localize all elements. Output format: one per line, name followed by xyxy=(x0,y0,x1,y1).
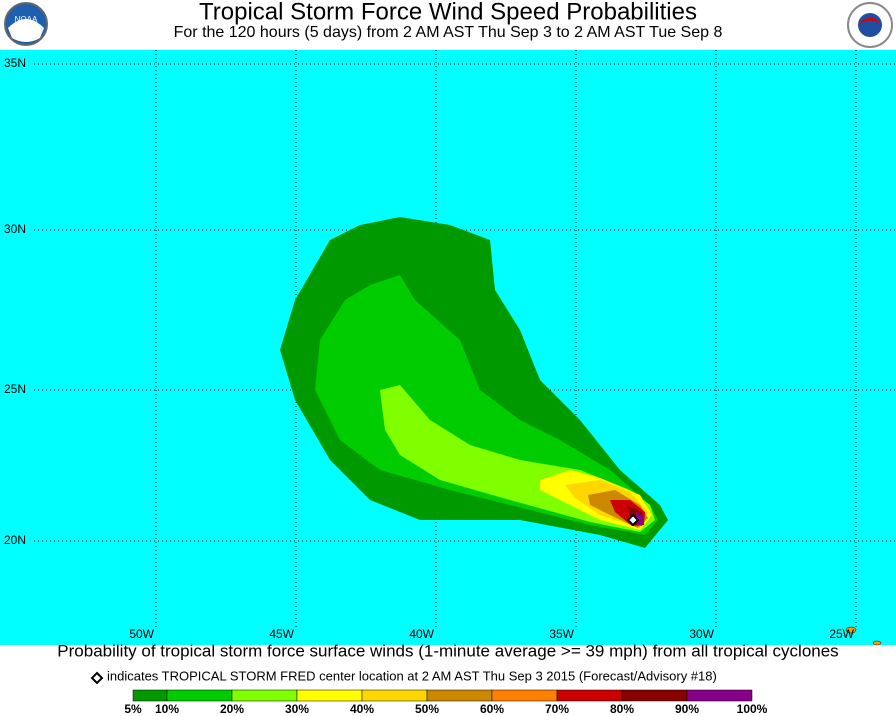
legend-label: 60% xyxy=(480,702,504,716)
probability-contours xyxy=(280,217,668,548)
latitude-label: 20N xyxy=(4,533,26,547)
legend-label: 50% xyxy=(415,702,439,716)
legend-label: 30% xyxy=(285,702,309,716)
graticule-labels: 35N 30N 25N 20N 50W 45W 40W 35W 30W 25W xyxy=(4,56,855,641)
legend-label: 100% xyxy=(737,702,768,716)
longitude-label: 35W xyxy=(549,627,574,641)
legend-swatch xyxy=(361,689,428,702)
longitude-label: 50W xyxy=(129,627,154,641)
islands xyxy=(845,626,882,646)
subtitle: For the 120 hours (5 days) from 2 AM AST… xyxy=(174,24,723,41)
latitude-label: 35N xyxy=(4,56,26,70)
legend: 5% 10% 20% 30% 40% 50% 60% 70% 80% 90% 100% xyxy=(124,689,768,716)
legend-swatch xyxy=(132,689,168,702)
legend-label: 5% xyxy=(124,702,142,716)
legend-label: 70% xyxy=(545,702,569,716)
legend-swatch xyxy=(296,689,363,702)
legend-label: 20% xyxy=(220,702,244,716)
legend-label: 40% xyxy=(350,702,374,716)
note: indicates TROPICAL STORM FRED center loc… xyxy=(107,668,717,683)
legend-label: 10% xyxy=(155,702,179,716)
svg-text:NOAA: NOAA xyxy=(15,15,38,24)
longitude-label: 40W xyxy=(409,627,434,641)
legend-label: 90% xyxy=(675,702,699,716)
longitude-label: 30W xyxy=(689,627,714,641)
latitude-label: 25N xyxy=(4,382,26,396)
legend-swatch xyxy=(491,689,558,702)
legend-swatch xyxy=(166,689,233,702)
noaa-logo: NOAA xyxy=(4,2,48,46)
description: Probability of tropical storm force surf… xyxy=(57,641,838,660)
latitude-label: 30N xyxy=(4,222,26,236)
longitude-label: 45W xyxy=(269,627,294,641)
legend-swatch xyxy=(621,689,688,702)
legend-swatch xyxy=(231,689,298,702)
legend-label: 80% xyxy=(610,702,634,716)
nws-logo xyxy=(847,2,893,48)
legend-swatch xyxy=(426,689,493,702)
longitude-label: 25W xyxy=(829,627,854,641)
center-marker-icon xyxy=(90,671,104,685)
legend-swatch xyxy=(686,689,753,702)
title: Tropical Storm Force Wind Speed Probabil… xyxy=(199,0,697,25)
legend-swatch xyxy=(556,689,623,702)
